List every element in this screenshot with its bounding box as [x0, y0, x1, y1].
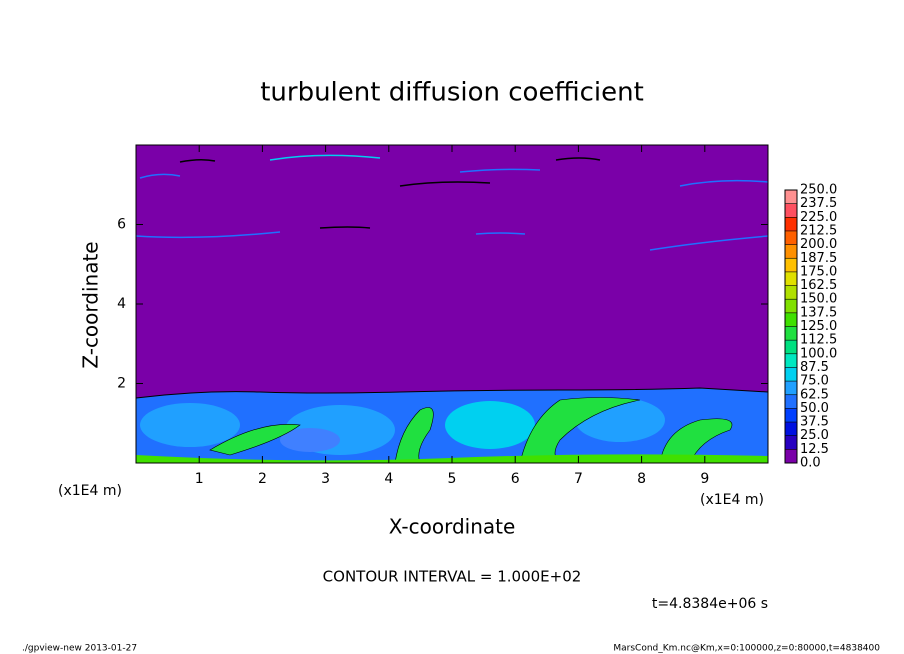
- x-tick-label: 1: [195, 471, 204, 487]
- footer-right: MarsCond_Km.nc@Km,x=0:100000,z=0:80000,t…: [613, 644, 880, 654]
- colorbar-label: 25.0: [800, 428, 829, 443]
- colorbar-bin: [785, 312, 797, 327]
- x-unit-label: (x1E4 m): [700, 492, 764, 508]
- colorbar-label: 162.5: [800, 278, 837, 293]
- streak: [555, 157, 601, 161]
- eddy: [519, 397, 641, 464]
- streak: [135, 231, 281, 239]
- eddy: [445, 401, 535, 449]
- eddy: [140, 403, 240, 447]
- y-axis-label: Z-coordinate: [79, 241, 103, 368]
- streak: [179, 158, 216, 163]
- x-tick-label: 6: [511, 471, 520, 487]
- colorbar-bin: [785, 203, 797, 218]
- colorbar-bin: [785, 353, 797, 368]
- colorbar-bin: [785, 190, 797, 204]
- streak: [679, 179, 769, 187]
- streak: [399, 181, 491, 187]
- field: [135, 145, 769, 464]
- colorbar-label: 225.0: [800, 210, 837, 225]
- streak: [459, 168, 541, 173]
- chart-title: turbulent diffusion coefficient: [260, 78, 644, 108]
- footer-left: ./gpview-new 2013-01-27: [22, 644, 137, 654]
- colorbar-bin: [785, 422, 797, 436]
- colorbar-bin: [785, 271, 797, 286]
- colorbar-label: 12.5: [800, 442, 829, 457]
- streak: [319, 226, 371, 229]
- contour-interval: CONTOUR INTERVAL = 1.000E+02: [323, 568, 582, 586]
- colorbar-bin: [785, 394, 797, 409]
- colorbar-label: 187.5: [800, 251, 837, 266]
- x-unit-label: (x1E4 m): [58, 483, 122, 499]
- colorbar-bin: [785, 408, 797, 423]
- streaks: [135, 154, 769, 251]
- colorbar-label: 62.5: [800, 387, 829, 402]
- streak: [269, 154, 381, 161]
- eddy: [659, 418, 733, 464]
- colorbar-bin: [785, 244, 797, 259]
- colorbar-bin: [785, 258, 797, 272]
- colorbar-label: 250.0: [800, 183, 837, 198]
- colorbar-label: 137.5: [800, 305, 837, 320]
- colorbar-label: 112.5: [800, 333, 837, 348]
- colorbar-bin: [785, 381, 797, 395]
- colorbar-label: 237.5: [800, 196, 837, 211]
- colorbar-bin: [785, 217, 797, 231]
- colorbar-bin: [785, 326, 797, 341]
- x-tick-label: 2: [258, 471, 267, 487]
- colorbar-label: 125.0: [800, 319, 837, 334]
- x-tick-label: 9: [700, 471, 709, 487]
- y-tick-label: 6: [117, 217, 126, 233]
- colorbar-bin: [785, 299, 797, 313]
- time-label: t=4.8384e+06 s: [652, 596, 768, 612]
- colorbar-bin: [785, 230, 797, 245]
- colorbar-label: 200.0: [800, 237, 837, 252]
- x-tick-label: 7: [574, 471, 583, 487]
- colorbar-bin: [785, 435, 797, 450]
- colorbar-label: 150.0: [800, 292, 837, 307]
- x-tick-label: 3: [321, 471, 330, 487]
- x-tick-label: 8: [637, 471, 646, 487]
- streak: [649, 235, 769, 251]
- eddy: [280, 428, 340, 452]
- colorbar-bin: [785, 340, 797, 354]
- contour-line: [135, 387, 769, 399]
- colorbar-label: 50.0: [800, 401, 829, 416]
- eddy: [394, 407, 434, 464]
- colorbar-bin: [785, 367, 797, 382]
- colorbar-bin: [785, 449, 797, 463]
- eddy: [209, 424, 301, 456]
- colorbar-label: 37.5: [800, 415, 829, 430]
- streak: [475, 232, 526, 235]
- streak: [139, 173, 181, 179]
- y-tick-label: 4: [117, 296, 126, 312]
- colorbar-label: 75.0: [800, 374, 829, 389]
- colorbar-label: 87.5: [800, 360, 829, 375]
- x-tick-label: 4: [384, 471, 393, 487]
- colorbar-label: 100.0: [800, 346, 837, 361]
- colorbar-bin: [785, 285, 797, 300]
- colorbar-label: 175.0: [800, 264, 837, 279]
- colorbar-label: 212.5: [800, 223, 837, 238]
- colorbar-label: 0.0: [800, 456, 821, 471]
- x-tick-label: 5: [448, 471, 457, 487]
- x-axis-label: X-coordinate: [389, 515, 516, 539]
- y-tick-label: 2: [117, 376, 126, 392]
